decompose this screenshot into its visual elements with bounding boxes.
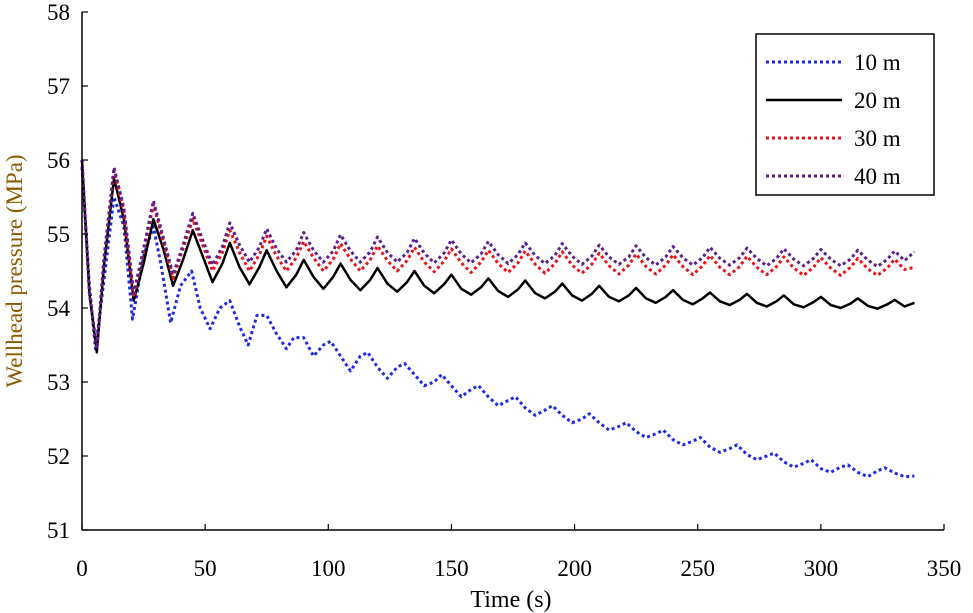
x-tick-label: 50 — [194, 556, 217, 581]
legend: 10 m 20 m 30 m 40 m — [755, 33, 935, 196]
y-tick-label: 53 — [47, 370, 70, 395]
legend-label: 10 m — [854, 50, 901, 75]
series-line-30m — [80, 159, 915, 351]
x-tick-label: 300 — [804, 556, 839, 581]
x-tick-label: 150 — [434, 556, 469, 581]
y-tick-label: 56 — [47, 148, 70, 173]
x-axis-title: Time (s) — [470, 587, 551, 613]
x-tick-label: 200 — [557, 556, 592, 581]
x-tick-label: 350 — [927, 556, 962, 581]
legend-box — [755, 33, 935, 196]
y-tick-label: 54 — [47, 296, 71, 321]
y-axis-title: Wellhead pressure (MPa) — [2, 154, 27, 387]
y-tick-label: 52 — [47, 444, 70, 469]
series-line-10m — [80, 167, 915, 479]
x-ticks: 0 50 100 150 200 250 300 350 — [76, 524, 961, 581]
x-tick-label: 250 — [680, 556, 715, 581]
y-tick-label: 55 — [47, 222, 70, 247]
y-tick-label: 57 — [47, 74, 70, 99]
plot-area — [80, 159, 916, 479]
x-tick-label: 0 — [76, 556, 88, 581]
legend-label: 20 m — [854, 88, 901, 113]
legend-label: 40 m — [854, 164, 901, 189]
axes — [81, 12, 944, 531]
y-tick-label: 51 — [47, 518, 70, 543]
series-line-20m — [80, 159, 915, 354]
y-tick-label: 58 — [47, 0, 70, 25]
legend-label: 30 m — [854, 126, 901, 151]
y-ticks: 51 52 53 54 55 56 57 58 — [47, 0, 88, 543]
series-line-40m — [80, 159, 916, 351]
x-tick-label: 100 — [311, 556, 346, 581]
